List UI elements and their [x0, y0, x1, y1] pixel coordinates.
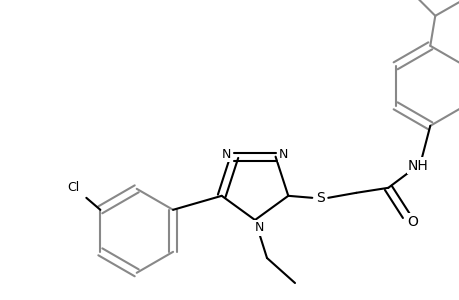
Text: O: O [406, 215, 417, 229]
Text: N: N [254, 221, 263, 235]
Text: N: N [278, 148, 288, 161]
Text: N: N [221, 148, 230, 161]
Text: S: S [315, 191, 324, 205]
Text: Cl: Cl [67, 181, 79, 194]
Text: NH: NH [407, 159, 428, 173]
